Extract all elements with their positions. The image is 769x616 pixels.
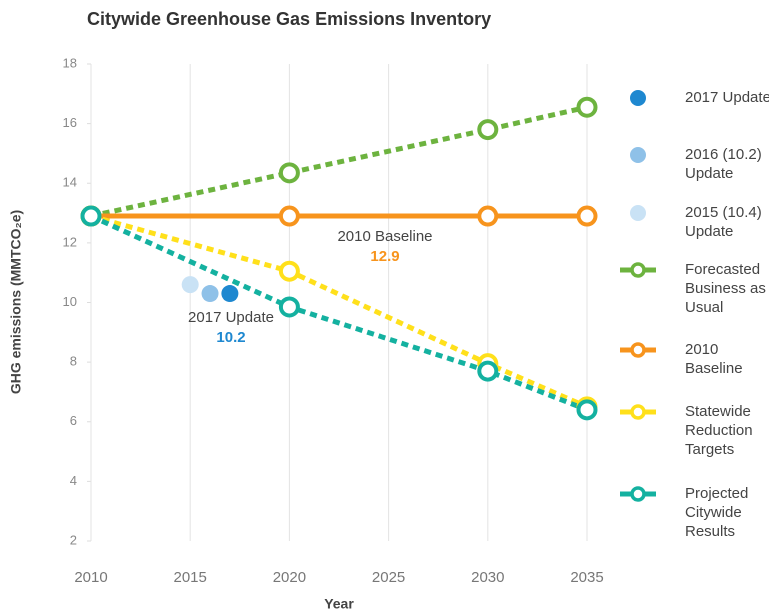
point-marker bbox=[576, 96, 598, 118]
legend-label: Forecasted Business as Usual bbox=[685, 261, 766, 316]
legend-label: Statewide Reduction Targets bbox=[685, 403, 753, 458]
point-marker bbox=[576, 205, 598, 227]
legend-swatch bbox=[630, 90, 646, 106]
legend-label: 2010 Baseline bbox=[685, 341, 743, 377]
update-dot bbox=[221, 285, 239, 303]
legend-swatch bbox=[630, 404, 646, 420]
y-tick-label: 14 bbox=[63, 175, 77, 190]
y-tick-label: 6 bbox=[70, 413, 77, 428]
point-marker bbox=[477, 119, 499, 141]
y-tick-label: 12 bbox=[63, 234, 77, 249]
update-dot bbox=[181, 276, 199, 294]
x-tick-label: 2015 bbox=[174, 569, 207, 586]
annotation-text: 2010 Baseline bbox=[337, 228, 432, 245]
annotation-value: 10.2 bbox=[216, 329, 245, 346]
legend-swatch bbox=[630, 342, 646, 358]
y-tick-label: 18 bbox=[63, 55, 77, 70]
legend-label: 2016 (10.2) Update bbox=[685, 146, 762, 182]
update-dot bbox=[201, 285, 219, 303]
x-axis-label: Year bbox=[324, 596, 354, 612]
legend-swatch bbox=[630, 205, 646, 221]
legend-label: 2015 (10.4) Update bbox=[685, 204, 762, 240]
annotation-text: 2017 Update bbox=[188, 309, 274, 326]
point-marker bbox=[278, 296, 300, 318]
y-tick-label: 4 bbox=[70, 473, 77, 488]
x-tick-label: 2020 bbox=[273, 569, 306, 586]
point-marker bbox=[278, 205, 300, 227]
y-tick-label: 2 bbox=[70, 532, 77, 547]
point-marker bbox=[278, 260, 300, 282]
legend-swatch bbox=[630, 147, 646, 163]
x-tick-label: 2010 bbox=[74, 569, 107, 586]
series-line bbox=[90, 213, 588, 410]
x-tick-label: 2025 bbox=[372, 569, 405, 586]
point-marker bbox=[477, 360, 499, 382]
annotation-value: 12.9 bbox=[370, 248, 399, 265]
series-line bbox=[90, 104, 588, 219]
y-axis-label: GHG emissions (MMTCO₂e) bbox=[8, 210, 24, 394]
point-marker bbox=[576, 399, 598, 421]
x-tick-label: 2030 bbox=[471, 569, 504, 586]
point-marker bbox=[477, 205, 499, 227]
series-line bbox=[89, 213, 588, 413]
point-marker bbox=[80, 205, 102, 227]
point-marker bbox=[278, 162, 300, 184]
legend-swatch bbox=[630, 262, 646, 278]
y-tick-label: 16 bbox=[63, 115, 77, 130]
legend-label: 2017 Update bbox=[685, 89, 769, 106]
y-tick-label: 8 bbox=[70, 354, 77, 369]
legend-swatch bbox=[630, 486, 646, 502]
chart-title: Citywide Greenhouse Gas Emissions Invent… bbox=[87, 9, 491, 29]
x-tick-label: 2035 bbox=[570, 569, 603, 586]
y-tick-label: 10 bbox=[63, 294, 77, 309]
legend-label: Projected Citywide Results bbox=[685, 485, 749, 540]
